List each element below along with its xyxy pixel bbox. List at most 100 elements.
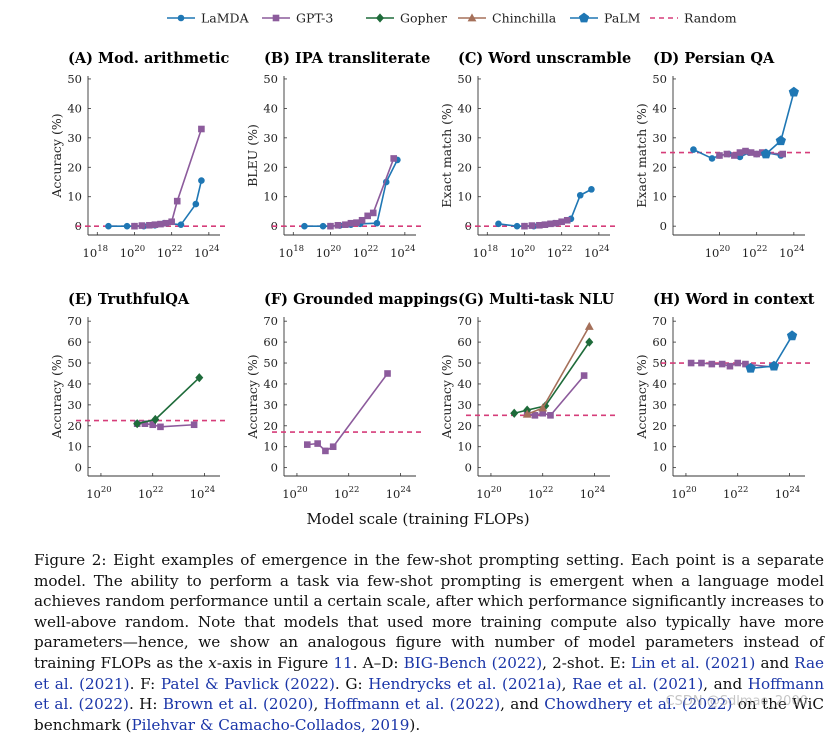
y-tick-label: 0 — [660, 219, 667, 233]
citation-link[interactable]: Lin et al. (2021) — [630, 653, 756, 672]
series-line — [526, 326, 590, 416]
panel-title: (D) Persian QA — [653, 50, 775, 67]
caption-text: and — [755, 653, 795, 672]
y-tick-label: 60 — [263, 335, 278, 349]
citation-link[interactable]: Patel & Pavlick (2022) — [160, 674, 335, 693]
y-tick-label: 60 — [457, 335, 472, 349]
x-tick-label: 1020 — [705, 244, 730, 260]
x-tick-label: 1024 — [775, 485, 800, 501]
series-line — [514, 341, 590, 415]
data-point — [753, 150, 760, 158]
data-point — [742, 147, 749, 155]
x-tick-label: 1020 — [120, 244, 145, 260]
x-tick-label: 1020 — [316, 244, 341, 260]
y-tick-label: 40 — [652, 377, 667, 391]
data-point — [327, 222, 334, 230]
citation-link[interactable]: Rae et al. (2021) — [572, 674, 704, 693]
y-tick-label: 30 — [263, 131, 278, 145]
citation-link[interactable]: Hendrycks et al. (2021a) — [368, 674, 562, 693]
series-palm — [760, 86, 799, 159]
data-point — [690, 146, 697, 153]
citation-link[interactable]: Hoffmann et al. (2022) — [34, 674, 824, 714]
y-tick-label: 10 — [67, 190, 82, 204]
citation-link[interactable]: BIG-Bench (2022) — [403, 653, 543, 672]
legend-marker-triangle — [467, 13, 477, 22]
data-point — [768, 360, 780, 371]
y-tick-label: 30 — [457, 131, 472, 145]
data-point — [151, 221, 159, 228]
y-axis-label: Accuracy (%) — [634, 354, 649, 439]
legend-label: GPT-3 — [296, 11, 333, 26]
y-tick-label: 50 — [457, 356, 472, 370]
data-point — [779, 150, 786, 158]
x-tick-label: 1020 — [510, 244, 535, 260]
y-axis-label: BLEU (%) — [245, 124, 260, 187]
citation-link[interactable]: Chowdhery et al. (2022) — [544, 695, 733, 714]
legend-item-gpt3: GPT-3 — [262, 11, 333, 26]
y-tick-label: 70 — [67, 314, 82, 328]
citation-link[interactable]: 11 — [333, 653, 353, 672]
y-tick-label: 20 — [263, 160, 278, 174]
data-point — [190, 421, 198, 429]
x-tick-label: 1022 — [723, 485, 748, 501]
data-point — [547, 412, 554, 419]
y-tick-label: 50 — [67, 72, 82, 86]
data-point — [157, 220, 164, 228]
y-tick-label: 60 — [652, 335, 667, 349]
citation-link[interactable]: Brown et al. (2020) — [162, 695, 314, 714]
x-tick-label: 1024 — [190, 485, 215, 501]
y-tick-label: 10 — [263, 440, 278, 454]
data-point — [334, 221, 342, 229]
legend-marker-pentagon — [578, 12, 590, 23]
citation-link[interactable]: Pilehvar & Camacho-Collados, 2019 — [131, 715, 410, 734]
data-point — [708, 360, 716, 368]
y-tick-label: 50 — [67, 356, 82, 370]
data-point — [131, 222, 138, 230]
x-tick-label: 1024 — [779, 244, 804, 260]
data-point — [588, 186, 595, 193]
data-point — [319, 222, 327, 230]
data-point — [734, 359, 742, 367]
legend-label: PaLM — [604, 11, 641, 26]
series-gpt-3 — [303, 370, 391, 455]
legend-marker-circle — [177, 14, 185, 22]
x-tick-label: 1018 — [473, 244, 498, 260]
data-point — [698, 359, 705, 367]
data-point — [173, 197, 181, 205]
data-point — [536, 221, 543, 229]
data-point — [745, 362, 756, 373]
series-line — [307, 373, 389, 452]
data-point — [347, 219, 355, 227]
data-point — [528, 222, 536, 229]
caption-text: , and — [500, 695, 545, 714]
citation-link[interactable]: Rae et al. (2021) — [34, 653, 824, 693]
data-point — [541, 221, 549, 228]
y-tick-label: 20 — [263, 419, 278, 433]
data-point — [495, 220, 502, 228]
data-point — [192, 200, 200, 208]
y-axis-label: Exact match (%) — [439, 103, 454, 208]
data-point — [138, 222, 146, 229]
data-point — [708, 155, 716, 162]
y-tick-label: 40 — [652, 101, 667, 115]
y-tick-label: 20 — [652, 419, 667, 433]
legend: LaMDA GPT-3 Gopher Chinchilla PaLM Random — [167, 11, 737, 26]
x-tick-label: 1020 — [476, 485, 501, 501]
legend-label: LaMDA — [201, 11, 250, 26]
data-point — [151, 414, 160, 425]
data-point — [162, 219, 170, 227]
panel-title: (A) Mod. arithmetic — [68, 50, 230, 67]
data-point — [538, 403, 548, 412]
citation-link[interactable]: Hoffmann et al. (2022) — [323, 695, 501, 714]
data-point — [760, 148, 772, 159]
series-line — [108, 180, 203, 227]
data-point — [552, 219, 560, 227]
data-point — [105, 222, 112, 230]
data-point — [133, 419, 142, 429]
data-point — [141, 420, 149, 427]
panel-title: (F) Grounded mappings — [264, 291, 458, 308]
